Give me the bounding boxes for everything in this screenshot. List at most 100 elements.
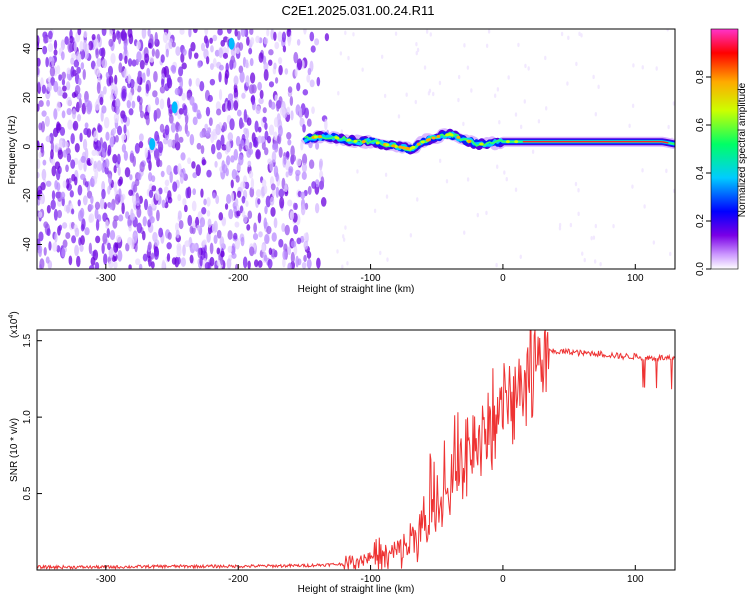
spectrogram-cell: [287, 86, 293, 93]
spectrogram-cell: [170, 122, 176, 133]
spectrogram-cell: [669, 251, 672, 257]
spectrogram-cell: [257, 260, 263, 268]
spectrogram-cell: [145, 115, 150, 126]
spectrogram-cell: [592, 74, 595, 80]
spectrogram-cell: [136, 76, 141, 85]
spectrogram-cell: [238, 143, 243, 152]
spectrogram-cell: [225, 141, 232, 153]
spectrogram-trace-blob: [514, 140, 519, 144]
spectrogram-cell: [263, 37, 269, 45]
spectrogram-cell: [102, 212, 108, 222]
spectrogram-cell: [296, 237, 302, 245]
spectrogram-cell: [200, 188, 204, 198]
spectrogram-cell: [175, 46, 181, 56]
spectrogram-cell: [147, 29, 151, 37]
spectrogram-cell: [262, 107, 267, 114]
spectrogram-cell: [270, 206, 276, 217]
colorbar-tick-label: 0.6: [695, 118, 706, 132]
spectrogram-cell: [121, 90, 127, 102]
spectrogram-ytick-label: -20: [22, 188, 33, 203]
spectrogram-cell: [300, 203, 306, 216]
spectrogram-cell: [301, 262, 307, 269]
spectrogram-cell: [599, 261, 602, 267]
spectrogram-cell: [263, 61, 269, 72]
spectrogram-cell: [631, 184, 634, 189]
spectrogram-cell: [344, 30, 347, 36]
spectrogram-xlabel: Height of straight line (km): [298, 284, 415, 295]
spectrogram-cell: [308, 159, 315, 169]
spectrogram-cell: [149, 56, 155, 63]
spectrogram-cell: [205, 106, 211, 117]
spectrogram-cell: [71, 235, 77, 244]
spectrogram-cell: [245, 200, 249, 207]
spectrogram-cell: [113, 261, 118, 269]
spectrogram-cell: [90, 157, 94, 164]
spectrogram-cell: [287, 139, 292, 146]
spectrogram-cell: [537, 119, 541, 124]
spectrogram-cell: [282, 249, 287, 260]
spectrogram-cell: [128, 189, 134, 196]
spectrogram-cell: [341, 264, 344, 269]
spectrogram-cell: [59, 89, 64, 97]
spectrogram-cell: [162, 31, 169, 44]
spectrogram-cell: [466, 65, 470, 70]
spectrogram-cell: [281, 223, 286, 233]
spectrogram-cell: [148, 189, 154, 199]
spectrogram-cell: [268, 247, 273, 256]
spectrogram-trace-blob: [385, 143, 390, 147]
spectrogram-cell: [124, 55, 128, 65]
spectrogram-cell: [296, 39, 301, 46]
spectrogram-cell: [641, 168, 644, 173]
spectrogram-cell: [264, 122, 268, 130]
spectrogram-cell: [278, 57, 283, 65]
spectrogram-cell: [249, 58, 254, 67]
spectrogram-cell: [70, 133, 75, 145]
spectrogram-cell: [524, 63, 527, 69]
spectrogram-cell: [231, 252, 237, 259]
spectrogram-cell: [181, 62, 187, 70]
spectrogram-cell: [127, 58, 133, 67]
spectrogram-cell: [37, 81, 41, 92]
spectrogram-cell: [641, 65, 644, 70]
spectrogram-cell: [64, 36, 69, 45]
spectrogram-cell: [275, 186, 280, 198]
colorbar-label: Normalized spectral amplitude: [737, 82, 748, 217]
spectrogram-cell: [590, 235, 593, 241]
spectrogram-cell: [151, 48, 155, 57]
spectrogram-cell: [195, 164, 201, 177]
spectrogram-cell: [39, 193, 44, 205]
spectrogram-cell: [61, 71, 67, 80]
spectrogram-cell: [82, 138, 88, 151]
spectrogram-cell: [80, 235, 85, 246]
spectrogram-cell: [96, 160, 102, 172]
spectrogram-cell: [125, 242, 130, 252]
spectrogram-trace-blob: [313, 135, 318, 139]
spectrogram-cell: [43, 247, 47, 256]
colorbar-tick-label: 0.4: [695, 166, 706, 180]
spectrogram-trace-blob: [436, 134, 441, 138]
spectrogram-cell: [155, 108, 161, 119]
spectrogram-cell: [122, 114, 128, 123]
spectrogram-cell: [290, 240, 297, 248]
spectrogram-cell: [287, 262, 293, 269]
spectrogram-cell: [45, 135, 52, 143]
spectrogram-cell: [80, 62, 85, 70]
spectrogram-cell: [50, 149, 54, 160]
spectrogram-cell: [137, 172, 142, 181]
spectrogram-cell: [337, 91, 340, 96]
spectrogram-cell: [263, 217, 268, 229]
spectrogram-cell: [246, 148, 252, 158]
spectrogram-cell: [373, 208, 377, 214]
spectrogram-cell: [161, 78, 165, 87]
spectrogram-cell: [48, 30, 53, 40]
spectrogram-trace-blob: [505, 140, 510, 144]
spectrogram-cell: [150, 261, 155, 269]
spectrogram-cell: [149, 33, 154, 46]
spectrogram-cell: [560, 31, 564, 37]
spectrogram-cell: [316, 257, 321, 269]
spectrogram-cell: [121, 202, 125, 215]
spectrogram-trace-blob: [401, 146, 406, 150]
spectrogram-cell: [503, 170, 506, 175]
spectrogram-cell: [271, 151, 277, 163]
